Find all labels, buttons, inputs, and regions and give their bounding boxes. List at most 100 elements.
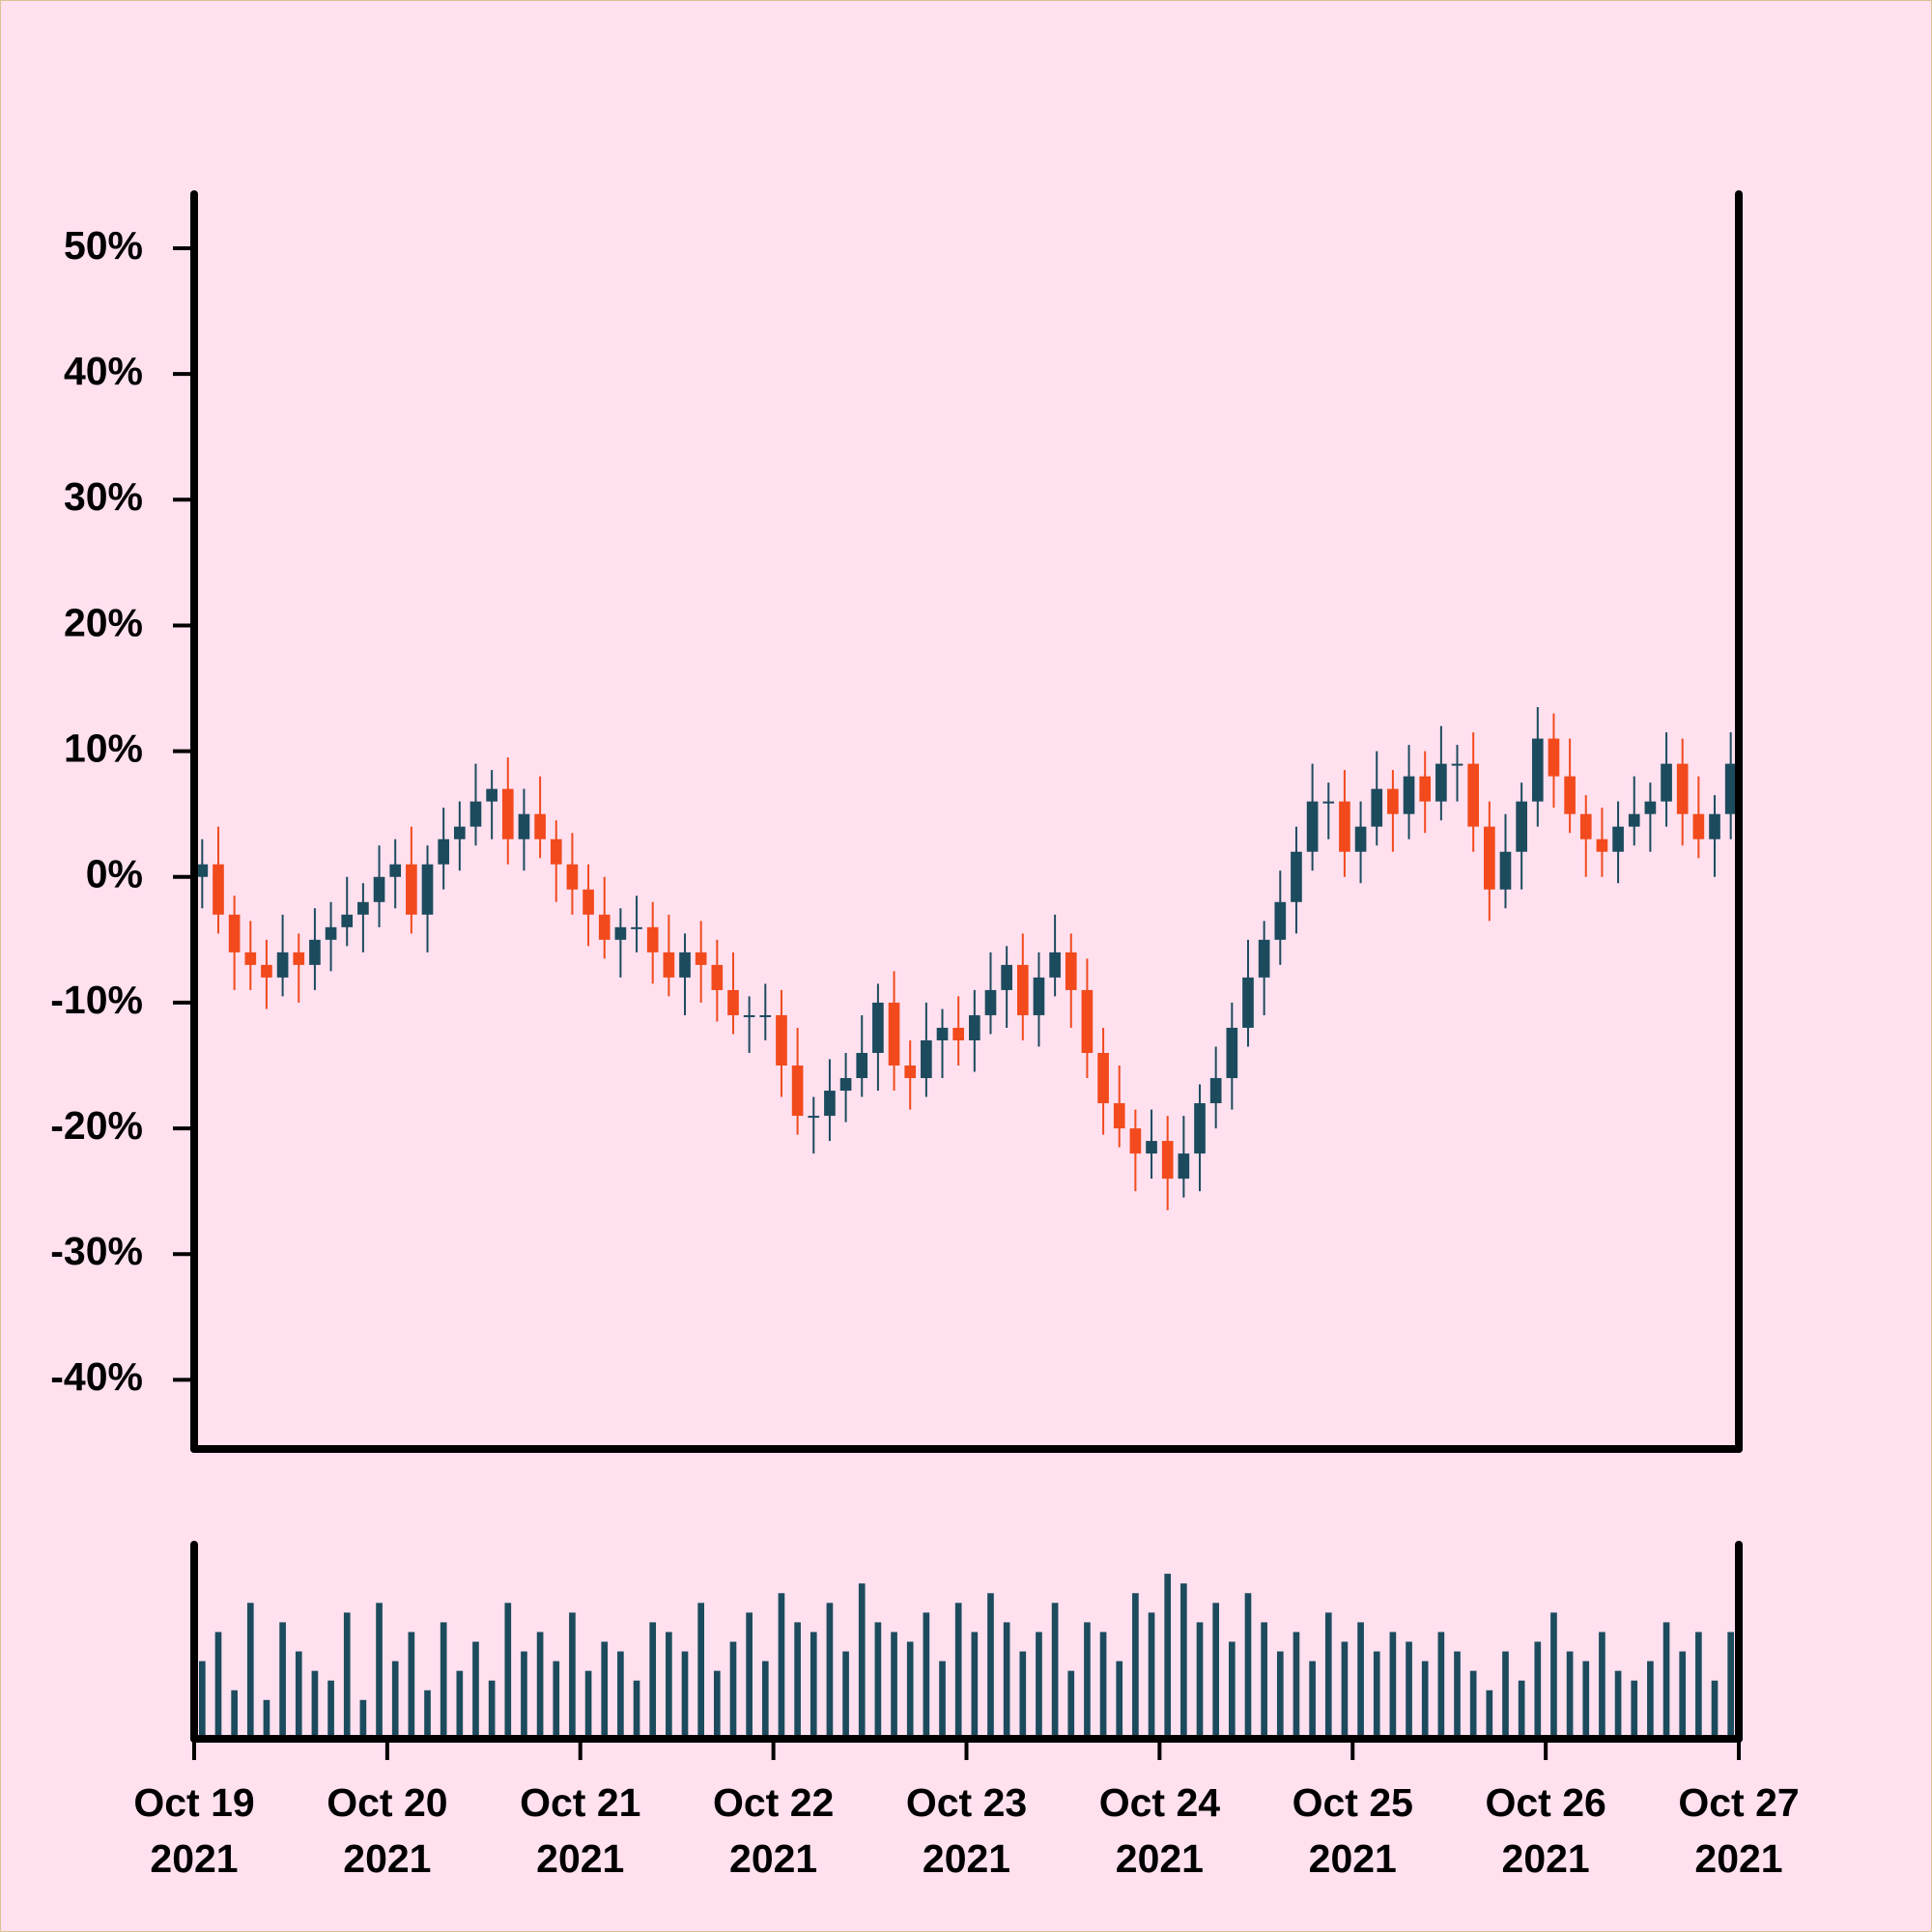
volume-bar — [1084, 1622, 1091, 1739]
candle-body — [936, 1027, 949, 1040]
candle-body — [1516, 801, 1527, 852]
volume-bar — [536, 1632, 544, 1739]
x-tick-label: Oct 24 2021 — [1098, 1780, 1221, 1881]
volume-bar — [1599, 1632, 1605, 1739]
candle-body — [904, 1065, 917, 1079]
volume-bar — [1614, 1670, 1622, 1739]
volume-bar — [971, 1632, 979, 1739]
volume-bar — [1437, 1632, 1445, 1739]
volume-bar — [569, 1612, 576, 1739]
volume-bar — [440, 1622, 447, 1739]
candle-body — [1676, 763, 1689, 814]
candle-body — [711, 964, 724, 990]
candle-body — [501, 788, 514, 839]
volume-bar — [1582, 1661, 1590, 1739]
candle-body — [663, 952, 675, 978]
volume-bar — [746, 1612, 753, 1739]
volume-bar — [1486, 1690, 1493, 1739]
candle-body — [1579, 813, 1592, 839]
candle-body — [261, 964, 272, 978]
volume-bar — [1679, 1651, 1687, 1739]
candle-body — [695, 952, 707, 965]
volume-bar — [1099, 1632, 1107, 1739]
candle-body — [614, 926, 627, 940]
y-tick-label: -40% — [50, 1354, 143, 1399]
candle-body — [276, 952, 289, 978]
y-tick-label: -30% — [50, 1229, 143, 1273]
candle-body — [679, 952, 691, 978]
candle-body — [1226, 1027, 1238, 1079]
y-tick-label: 40% — [64, 349, 143, 393]
volume-bar — [906, 1641, 914, 1739]
y-tick-label: -10% — [50, 978, 143, 1022]
volume-bar — [488, 1680, 496, 1739]
volume-bar — [231, 1690, 238, 1739]
candle-body — [389, 864, 402, 877]
candle-body — [1339, 801, 1350, 852]
candle-body — [421, 864, 434, 915]
volume-bar — [923, 1612, 930, 1739]
y-tick-label: 0% — [86, 852, 143, 896]
candle-body — [196, 864, 209, 877]
candle-body — [309, 939, 321, 965]
y-tick-label: -20% — [50, 1103, 143, 1148]
candle-body — [518, 813, 530, 839]
candle-body — [1033, 977, 1045, 1015]
candle-body — [1146, 1141, 1157, 1154]
volume-bar — [1116, 1661, 1123, 1739]
volume-bar — [987, 1593, 994, 1739]
candle-body — [1371, 788, 1383, 827]
volume-bar — [1662, 1622, 1670, 1739]
volume-bar — [1647, 1661, 1654, 1739]
candle-body — [1178, 1153, 1190, 1179]
volume-bar — [1067, 1670, 1075, 1739]
x-tick-label: Oct 25 2021 — [1292, 1780, 1413, 1881]
candle-body — [325, 926, 337, 940]
volume-bar — [954, 1603, 962, 1739]
volume-bar — [1631, 1680, 1638, 1739]
volume-bar — [633, 1680, 640, 1739]
volume-bar — [376, 1603, 383, 1739]
candle-body — [486, 788, 497, 802]
volume-bar — [601, 1641, 609, 1739]
candle-body — [759, 1014, 772, 1017]
volume-bar — [858, 1583, 866, 1739]
candle-body — [373, 876, 385, 902]
candle-body — [743, 1014, 755, 1017]
candle-body — [1242, 977, 1254, 1028]
volume-bar — [343, 1612, 351, 1739]
volume-bar — [810, 1632, 817, 1739]
candle-body — [984, 989, 997, 1015]
candle-body — [534, 813, 546, 839]
volume-bar — [1421, 1661, 1429, 1739]
candle-body — [921, 1039, 932, 1079]
x-tick-label: Oct 26 2021 — [1485, 1780, 1606, 1881]
candle-body — [1065, 952, 1077, 990]
volume-bar — [1550, 1612, 1557, 1739]
candle-body — [776, 1014, 787, 1066]
y-tick-label: 10% — [64, 725, 143, 770]
volume-bar — [1228, 1641, 1236, 1739]
x-tick-label: Oct 21 2021 — [520, 1780, 641, 1881]
candle-body — [1709, 813, 1720, 839]
volume-bar — [826, 1603, 834, 1739]
candle-body — [808, 1116, 820, 1119]
volume-bar — [584, 1670, 592, 1739]
candle-body — [1628, 813, 1640, 827]
volume-bar — [1454, 1651, 1461, 1739]
volume-bar — [1711, 1680, 1719, 1739]
volume-bar — [1293, 1632, 1300, 1739]
volume-bar — [842, 1651, 849, 1739]
candle-body — [453, 826, 466, 839]
candle-body — [1161, 1141, 1174, 1179]
candle-body — [839, 1078, 852, 1092]
volume-bar — [1019, 1651, 1027, 1739]
candle-body — [1258, 939, 1270, 978]
x-tick-label: Oct 23 2021 — [905, 1780, 1028, 1881]
candle-body — [1081, 989, 1094, 1053]
candle-body — [1644, 801, 1657, 814]
candle-body — [293, 952, 305, 965]
volume-bar — [504, 1603, 512, 1739]
